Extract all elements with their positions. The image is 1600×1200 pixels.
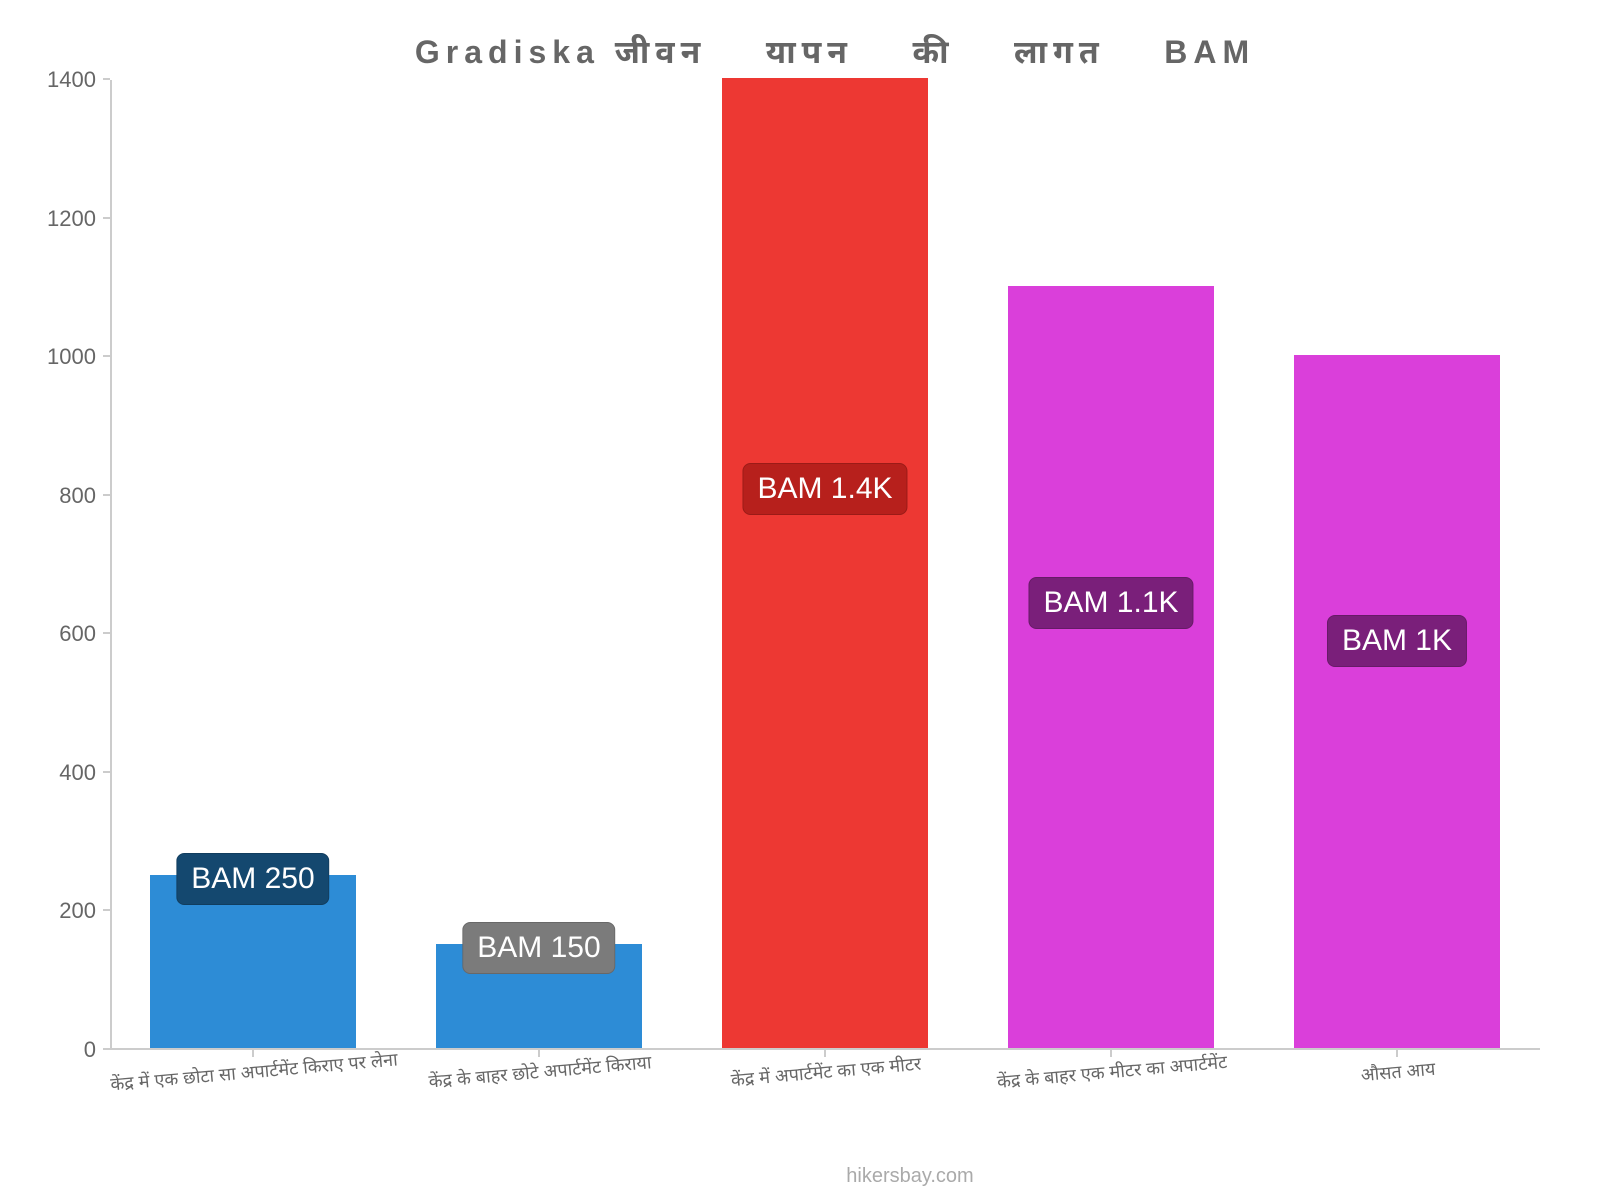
chart-container: Gradiska जीवन यापन की लागत BAM 020040060…: [0, 0, 1600, 1200]
y-tick-label: 600: [59, 621, 96, 647]
x-category-label: केंद्र में एक छोटा सा अपार्टमेंट किराए प…: [109, 1047, 398, 1096]
bar: BAM 150: [436, 944, 642, 1048]
y-tick-mark: [103, 632, 110, 634]
bar: BAM 1K: [1294, 355, 1500, 1048]
y-tick-label: 1400: [47, 67, 96, 93]
x-tick-mark: [1396, 1050, 1398, 1057]
bar: BAM 1.1K: [1008, 286, 1214, 1048]
x-tick-mark: [1110, 1050, 1112, 1057]
x-tick-mark: [538, 1050, 540, 1057]
attribution-text: hikersbay.com: [110, 1165, 1600, 1188]
bar-value-label: BAM 150: [462, 922, 615, 974]
bar-value-label: BAM 1K: [1327, 615, 1467, 667]
y-tick-mark: [103, 494, 110, 496]
y-tick-label: 800: [59, 483, 96, 509]
y-tick-mark: [103, 78, 110, 80]
bar: BAM 250: [150, 875, 356, 1048]
bar-value-label: BAM 1.1K: [1028, 577, 1193, 629]
x-category-label: केंद्र के बाहर छोटे अपार्टमेंट किराया: [428, 1050, 653, 1093]
x-tick-mark: [252, 1050, 254, 1057]
x-category-label: केंद्र में अपार्टमेंट का एक मीटर: [730, 1052, 922, 1093]
y-tick-mark: [103, 771, 110, 773]
y-tick-mark: [103, 909, 110, 911]
y-tick-label: 1200: [47, 206, 96, 232]
y-tick-mark: [103, 217, 110, 219]
plot-area: 0200400600800100012001400BAM 250केंद्र म…: [110, 80, 1540, 1050]
y-tick-mark: [103, 1048, 110, 1050]
y-tick-label: 400: [59, 760, 96, 786]
y-tick-label: 1000: [47, 344, 96, 370]
bar: BAM 1.4K: [722, 78, 928, 1048]
x-tick-mark: [824, 1050, 826, 1057]
bar-value-label: BAM 1.4K: [742, 463, 907, 515]
y-tick-label: 200: [59, 898, 96, 924]
chart-title: Gradiska जीवन यापन की लागत BAM: [110, 30, 1560, 73]
x-category-label: औसत आय: [1360, 1057, 1436, 1087]
bar-value-label: BAM 250: [176, 853, 329, 905]
x-category-label: केंद्र के बाहर एक मीटर का अपार्टमेंट: [996, 1050, 1228, 1094]
y-axis: [110, 80, 112, 1050]
y-tick-mark: [103, 355, 110, 357]
y-tick-label: 0: [84, 1037, 96, 1063]
